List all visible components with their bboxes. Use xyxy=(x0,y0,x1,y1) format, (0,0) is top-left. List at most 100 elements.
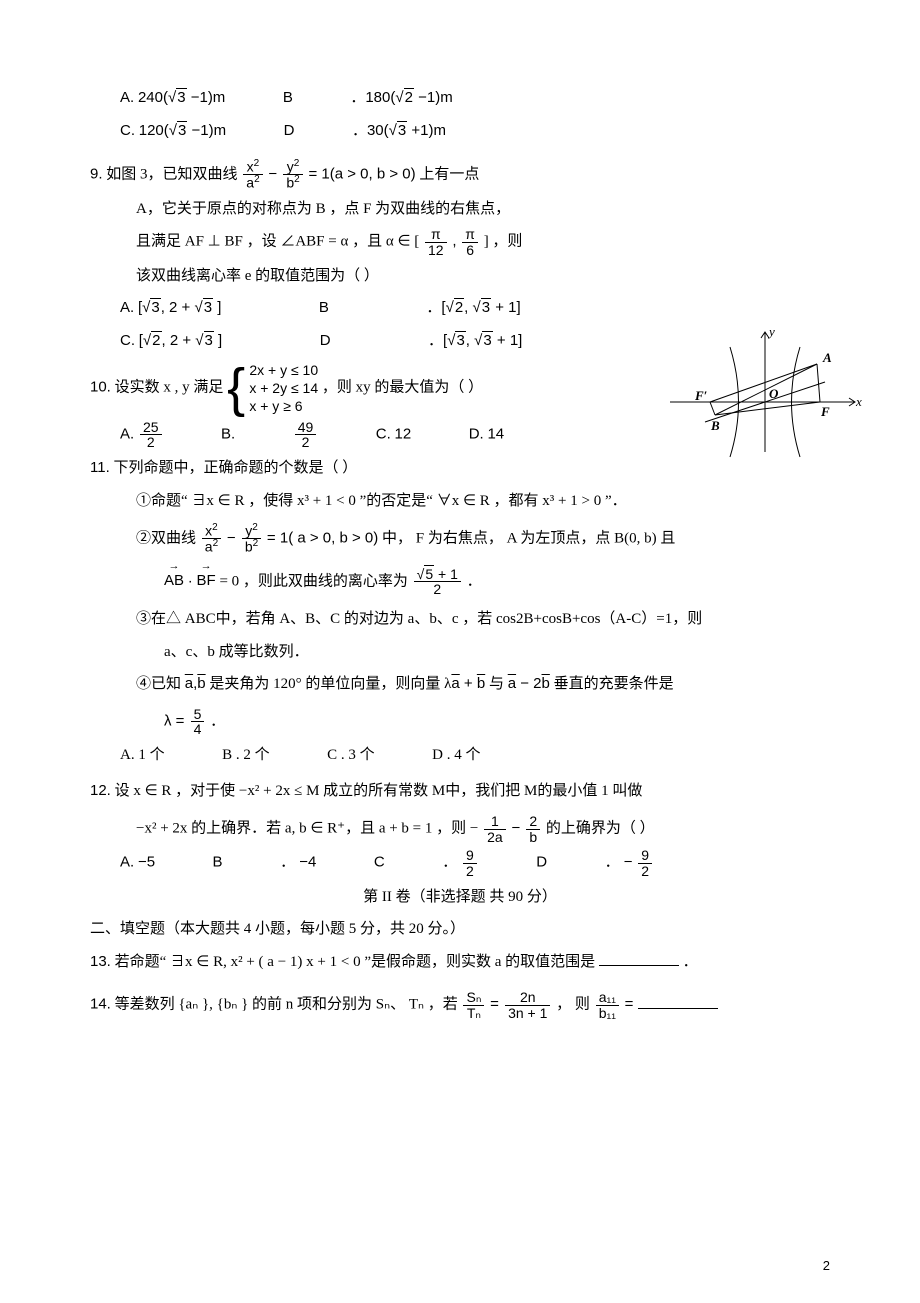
text: 若命题“ ∃x ∈ R, x² + ( a − 1) x + 1 < 0 ”是假… xyxy=(115,954,599,970)
opt-label: C xyxy=(374,854,385,871)
opt-label: D xyxy=(284,122,295,139)
opt-label: B xyxy=(283,89,293,106)
vec-b: b xyxy=(197,675,205,692)
opt-label: C. xyxy=(120,332,135,349)
svg-text:B: B xyxy=(710,418,720,433)
q9-stem: 9. 如图 3，已知双曲线 x2a2 − y2b2 = 1(a > 0, b >… xyxy=(90,159,830,191)
text: 等差数列 {aₙ }, {bₙ } 的前 n 项和分别为 Sₙ、 Tₙ ，若 xyxy=(115,997,462,1013)
text: ， 则 xyxy=(556,997,594,1013)
text: ④已知 xyxy=(136,676,185,692)
q-number: 11. xyxy=(90,459,110,476)
q11-p4: ④已知 a,b 是夹角为 120° 的单位向量，则向量 λa + b 与 a −… xyxy=(90,670,830,699)
text: ． xyxy=(683,954,698,970)
q14: 14. 等差数列 {aₙ }, {bₙ } 的前 n 项和分别为 Sₙ、 Tₙ … xyxy=(90,990,830,1020)
q-number: 10. xyxy=(90,379,111,396)
opt: D . 4 个 xyxy=(432,747,480,763)
answer-blank xyxy=(638,994,718,1009)
q11-p2: ②双曲线 x2a2 − y2b2 = 1( a > 0, b > 0) 中， F… xyxy=(90,523,830,555)
text: −5 xyxy=(138,854,155,871)
text: 下列命题中，正确命题的个数是（ ） xyxy=(114,460,358,476)
opt-label: A. xyxy=(120,299,134,316)
opt-label: D xyxy=(536,854,547,871)
text: = 1( a > 0, b > 0) xyxy=(267,529,378,546)
svg-text:F′: F′ xyxy=(694,388,708,403)
text: = 0 ，则此双曲线的离心率为 xyxy=(219,573,411,589)
opt: B . 2 个 xyxy=(222,747,270,763)
q8-row2: C. 120(3 −1)m D ．30(3 +1)m xyxy=(90,117,830,146)
vector-ab: AB xyxy=(164,567,184,596)
text: = xyxy=(625,996,638,1013)
q12-line2: −x² + 2x 的上确界．若 a, b ∈ R⁺，且 a + b = 1 ，则… xyxy=(90,814,830,844)
text: a、c、b 成等比数列． xyxy=(164,644,309,660)
text: λ = xyxy=(164,712,189,729)
q11-p2b: AB · BF = 0 ，则此双曲线的离心率为 5 + 12 ． xyxy=(90,567,830,597)
vec-a: a xyxy=(185,675,193,692)
text: ． −4 xyxy=(280,854,316,871)
text: ①命题“ ∃x ∈ R ，使得 x³ + 1 < 0 ”的否定是“ ∀x ∈ R… xyxy=(136,493,627,509)
text: 上有一点 xyxy=(419,166,479,182)
text: , xyxy=(452,233,456,250)
svg-text:F: F xyxy=(820,404,830,419)
text: ，则 xy 的最大值为（ ） xyxy=(322,380,483,396)
svg-text:O: O xyxy=(769,386,779,401)
fill-heading: 二、填空题（本大题共 4 小题，每小题 5 分，共 20 分。） xyxy=(90,915,830,944)
text: 且满足 AF ⊥ BF ，设 ∠ABF = α ，且 α ∈ [ xyxy=(136,234,419,250)
text: = 1(a > 0, b > 0) xyxy=(308,165,415,182)
opt-label: D. xyxy=(469,425,484,442)
q-number: 9. xyxy=(90,165,103,182)
opt: A. 1 个 xyxy=(120,747,165,763)
text: −x² + 2x 的上确界．若 a, b ∈ R⁺，且 a + b = 1 ，则… xyxy=(136,821,478,837)
text: ③在△ ABC中，若角 A、B、C 的对边为 a、b、c ，若 cos2B+co… xyxy=(136,611,702,627)
text: 是夹角为 120° 的单位向量，则向量 λ xyxy=(209,676,451,692)
q9-line3: 且满足 AF ⊥ BF ，设 ∠ABF = α ，且 α ∈ [ π12 , π… xyxy=(90,227,830,257)
opt-label: C. xyxy=(120,122,135,139)
opt-label: A. xyxy=(120,425,134,442)
text: 该双曲线离心率 e 的取值范围为（ ） xyxy=(136,268,379,284)
q11-p4b: λ = 54 ． xyxy=(90,707,830,737)
hyperbola-diagram: y x A B F F′ O xyxy=(665,322,865,462)
q9-opts-row1: A. [3, 2 + 3 ] B ．[2, 3 + 1] xyxy=(90,294,830,323)
text: ②双曲线 xyxy=(136,530,200,546)
exam-page: A. 240(3 −1)m B ．180(2 −1)m C. 120(3 −1)… xyxy=(0,0,920,1303)
text: ． xyxy=(210,713,225,729)
q-number: 13. xyxy=(90,953,111,970)
q12-line1: 12. 设 x ∈ R ，对于使 −x² + 2x ≤ M 成立的所有常数 M中… xyxy=(90,777,830,806)
opt-label: B xyxy=(213,854,223,871)
brace-system: { 2x + y ≤ 10 x + 2y ≤ 14 x + y ≥ 6 xyxy=(227,361,318,416)
text: A，它关于原点的对称点为 B ，点 F 为双曲线的右焦点， xyxy=(136,201,510,217)
text: 设实数 x , y 满足 xyxy=(115,380,228,396)
text: ． xyxy=(442,854,457,871)
text: 第 II 卷（非选择题 共 90 分） xyxy=(363,889,557,905)
text: = xyxy=(490,996,503,1013)
opt-label: D xyxy=(320,332,331,349)
opt-label: B. xyxy=(221,425,235,442)
text: 14 xyxy=(487,425,504,442)
q11-p3b: a、c、b 成等比数列． xyxy=(90,638,830,667)
svg-text:A: A xyxy=(822,350,832,365)
q11-p3: ③在△ ABC中，若角 A、B、C 的对边为 a、b、c ，若 cos2B+co… xyxy=(90,605,830,634)
q12-opts: A. −5 B ． −4 C ． 92 D ． − 92 xyxy=(90,848,830,878)
answer-blank xyxy=(599,951,679,966)
text: 设 x ∈ R ，对于使 −x² + 2x ≤ M 成立的所有常数 M中，我们把… xyxy=(115,783,643,799)
text: 中， F 为右焦点， A 为左顶点，点 B(0, b) 且 xyxy=(382,530,675,546)
q11-opts: A. 1 个 B . 2 个 C . 3 个 D . 4 个 xyxy=(90,741,830,770)
opt-label: A. xyxy=(120,89,134,106)
text: 12 xyxy=(395,425,412,442)
text: 二、填空题（本大题共 4 小题，每小题 5 分，共 20 分。） xyxy=(90,921,465,937)
opt: C . 3 个 xyxy=(327,747,375,763)
part2-heading: 第 II 卷（非选择题 共 90 分） xyxy=(90,883,830,912)
opt-label: A. xyxy=(120,854,134,871)
text: 与 xyxy=(489,676,508,692)
page-number: 2 xyxy=(823,1258,830,1273)
text: ] ，则 xyxy=(484,234,523,250)
text: 垂直的充要条件是 xyxy=(554,676,674,692)
q-number: 14. xyxy=(90,996,111,1013)
q13: 13. 若命题“ ∃x ∈ R, x² + ( a − 1) x + 1 < 0… xyxy=(90,948,830,977)
text: ． xyxy=(467,573,482,589)
text: · xyxy=(188,572,193,589)
q9-line2: A，它关于原点的对称点为 B ，点 F 为双曲线的右焦点， xyxy=(90,195,830,224)
opt-label: B xyxy=(319,299,329,316)
text: ． − xyxy=(605,854,633,871)
svg-text:y: y xyxy=(767,324,775,339)
q-number: 12. xyxy=(90,782,111,799)
